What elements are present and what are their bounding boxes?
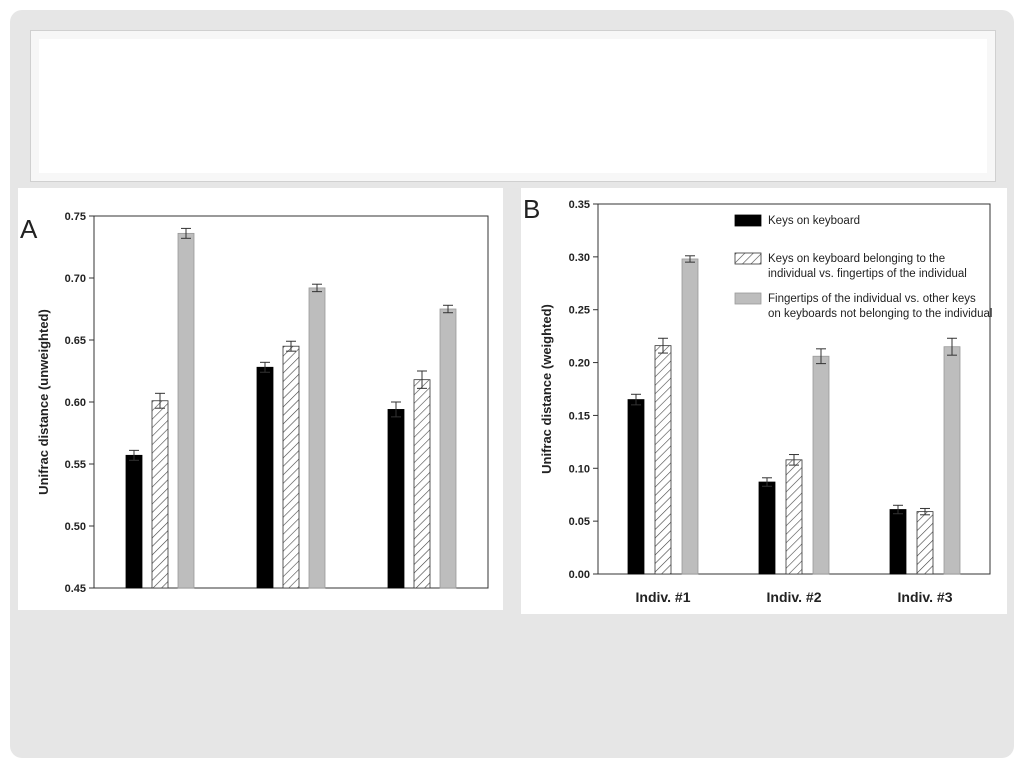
bar: [627, 399, 645, 575]
x-category-label: Indiv. #2: [767, 589, 822, 605]
x-category-label: Indiv. #3: [898, 589, 953, 605]
y-tick-label: 0.10: [569, 463, 590, 475]
y-tick-label: 0.15: [569, 410, 590, 422]
bar: [151, 400, 169, 589]
y-tick-label: 0.75: [65, 211, 86, 223]
legend-label: on keyboards not belonging to the indivi…: [768, 308, 992, 320]
bar: [654, 345, 672, 575]
y-tick-label: 0.65: [65, 335, 86, 347]
panel-label: A: [20, 214, 38, 244]
legend-swatch: [734, 214, 762, 227]
title-placeholder: [30, 30, 996, 182]
x-category-label: Indiv. #1: [636, 589, 691, 605]
legend-label: Keys on keyboard belonging to the: [768, 253, 945, 265]
chart-a-svg: A 0.45 0.50 0.55 0.60 0.65 0.70 0.75 Unifrac dis…: [20, 211, 489, 595]
chart-panel-a: A 0.45 0.50 0.55 0.60 0.65 0.70 0.75 Unifrac dis…: [18, 188, 503, 610]
y-axis-label: Unifrac distance (unweighted): [36, 309, 51, 495]
y-tick-label: 0.00: [569, 569, 590, 581]
chart-b-svg: B 0.00 0.05 0.10 0.15 0.20 0.25 0.30 0.35 Unifrac…: [523, 194, 992, 605]
bar: [439, 308, 457, 589]
y-axis-label: Unifrac distance (weighted): [539, 304, 554, 474]
bar: [125, 454, 143, 589]
bar: [308, 287, 326, 589]
title-area: [39, 39, 987, 173]
y-tick-label: 0.50: [65, 521, 86, 533]
bar: [282, 345, 300, 589]
bar: [256, 366, 274, 589]
y-tick-label: 0.25: [569, 305, 590, 317]
legend-label: individual vs. fingertips of the individ…: [768, 268, 967, 280]
y-tick-label: 0.35: [569, 199, 590, 211]
bar: [889, 509, 907, 575]
y-tick-label: 0.05: [569, 516, 590, 528]
bar: [785, 459, 803, 575]
chart-panel-b: B 0.00 0.05 0.10 0.15 0.20 0.25 0.30 0.35 Unifrac…: [521, 188, 1007, 614]
bar: [943, 346, 961, 575]
legend-label: Fingertips of the individual vs. other k…: [768, 293, 976, 305]
y-tick-label: 0.45: [65, 583, 86, 595]
bar: [177, 232, 195, 589]
y-tick-label: 0.20: [569, 358, 590, 370]
y-tick-label: 0.60: [65, 397, 86, 409]
y-tick-label: 0.55: [65, 459, 86, 471]
legend-label: Keys on keyboard: [768, 215, 860, 227]
y-tick-label: 0.30: [569, 252, 590, 264]
bar: [387, 409, 405, 589]
bar: [413, 379, 431, 589]
legend-swatch: [734, 252, 762, 265]
bar: [758, 481, 776, 575]
bar: [812, 355, 830, 575]
panel-label: B: [523, 194, 540, 224]
bar: [681, 258, 699, 575]
bar: [916, 511, 934, 575]
legend-swatch: [734, 292, 762, 305]
y-tick-label: 0.70: [65, 273, 86, 285]
